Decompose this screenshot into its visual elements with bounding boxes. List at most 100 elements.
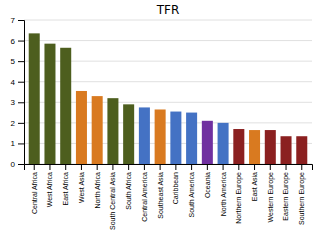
x-tick: South America	[188, 164, 195, 218]
x-tick-mark	[191, 164, 192, 170]
y-tick-label: 1	[11, 139, 16, 148]
x-tick-mark	[128, 164, 129, 170]
x-tick-label: Eastern Europe	[282, 172, 290, 221]
bar	[60, 48, 71, 164]
x-tick: North America	[220, 164, 227, 216]
y-tick-mark	[18, 82, 24, 83]
grid	[24, 20, 312, 164]
x-tick-mark	[97, 164, 98, 170]
y-tick: 5	[11, 57, 24, 66]
y-tick: 2	[11, 119, 24, 128]
y-tick: 7	[11, 16, 24, 25]
x-tick: Central Africa	[31, 164, 38, 214]
x-tick-label: North Africa	[94, 172, 101, 209]
y-tick-mark	[18, 102, 24, 103]
x-tick: South Africa	[125, 164, 132, 210]
x-tick-mark	[112, 164, 113, 170]
x-tick: Western Europe	[267, 164, 275, 222]
x-tick-mark	[49, 164, 50, 170]
x-tick-mark	[207, 164, 208, 170]
x-tick-label: Northern Europe	[235, 172, 243, 224]
bar	[44, 44, 55, 164]
bar	[265, 130, 276, 164]
x-tick-mark	[175, 164, 176, 170]
bar	[202, 121, 213, 164]
y-tick-label: 4	[11, 78, 16, 87]
x-tick: Oceania	[204, 164, 211, 198]
plot: 0 1 2 3 4 5 6 7 Central Africa West Africa East Af…	[11, 16, 313, 230]
y-tick: 3	[11, 98, 24, 107]
bar	[218, 123, 229, 164]
y-tick-mark	[18, 143, 24, 144]
x-tick: Northern Europe	[235, 164, 243, 224]
y-tick-mark	[18, 61, 24, 62]
y-axis-line	[18, 21, 25, 165]
x-tick: Eastern Europe	[282, 164, 290, 221]
bar	[296, 136, 307, 164]
x-tick-label: Caribbean	[172, 172, 179, 204]
bar	[170, 112, 181, 164]
title: TFR	[156, 3, 180, 17]
y-tick-label: 2	[11, 119, 16, 128]
x-tick-mark	[270, 164, 271, 170]
x-tick-label: Western Europe	[267, 172, 275, 223]
y-tick-mark	[18, 41, 24, 42]
bar	[233, 129, 244, 164]
x-axis: Central Africa West Africa East Africa West…	[25, 164, 313, 230]
x-tick-mark	[301, 164, 302, 170]
y-tick-label: 0	[11, 160, 16, 169]
x-tick-label: West Asia	[78, 172, 85, 203]
x-tick-mark	[81, 164, 82, 170]
x-tick-label: South America	[188, 172, 195, 218]
y-tick-mark	[18, 20, 24, 21]
x-tick: West Asia	[78, 164, 85, 203]
y-tick-mark	[18, 164, 24, 165]
bar	[92, 96, 103, 164]
y-tick-label: 6	[11, 37, 16, 46]
bar	[186, 113, 197, 164]
x-tick: West Africa	[46, 164, 53, 207]
x-tick-mark	[286, 164, 287, 170]
y-tick-mark	[18, 123, 24, 124]
x-tick: North Africa	[94, 164, 101, 209]
x-tick-mark	[238, 164, 239, 170]
x-tick-label: East Africa	[62, 172, 69, 206]
x-tick: Caribbean	[172, 164, 179, 204]
bars	[29, 33, 308, 164]
x-tick-label: South Africa	[125, 172, 132, 210]
x-tick-mark	[144, 164, 145, 170]
y-tick-label: 7	[11, 16, 16, 25]
x-tick-mark	[160, 164, 161, 170]
x-tick-label: West Africa	[46, 172, 53, 207]
bar	[155, 109, 166, 164]
x-tick-mark	[34, 164, 35, 170]
chart: 0 1 2 3 4 5 6 7 Central Africa West Africa East Af…	[0, 0, 320, 240]
x-tick-label: Oceania	[204, 172, 211, 198]
y-tick: 6	[11, 37, 24, 46]
grid-line	[24, 20, 312, 21]
grid-line	[24, 40, 312, 41]
y-tick: 1	[11, 139, 24, 148]
y-tick-label: 5	[11, 57, 16, 66]
bar	[29, 33, 40, 164]
x-tick-mark	[223, 164, 224, 170]
y-axis: 0 1 2 3 4 5 6 7	[11, 16, 25, 169]
x-tick-mark	[254, 164, 255, 170]
x-tick: East Africa	[62, 164, 69, 205]
x-tick-label: South Central Asia	[109, 172, 116, 230]
x-tick: East Asia	[251, 164, 258, 201]
bar	[107, 98, 118, 164]
x-tick-label: East Asia	[251, 172, 258, 201]
x-tick-label: Central America	[141, 172, 148, 222]
bar	[123, 104, 134, 164]
x-tick-mark	[65, 164, 66, 170]
x-tick-label: North America	[220, 172, 227, 216]
x-tick: Southeast Asia	[157, 164, 164, 219]
x-tick: South Central Asia	[109, 164, 116, 230]
x-tick: Southern Europe	[298, 164, 306, 225]
x-tick-label: Central Africa	[31, 172, 38, 214]
bar	[249, 130, 260, 164]
x-tick: Central America	[141, 164, 148, 222]
x-tick-label: Southern Europe	[298, 172, 306, 225]
y-tick: 4	[11, 78, 24, 87]
